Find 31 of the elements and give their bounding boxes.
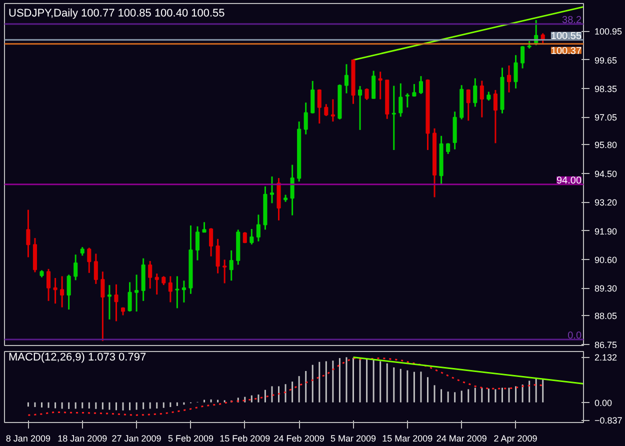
y-tick-label: 86.75 bbox=[594, 340, 618, 350]
y-tick-label: −0.837 bbox=[594, 416, 622, 426]
y-tick-label: 90.60 bbox=[594, 254, 618, 265]
x-tick-label: 15 Mar 2009 bbox=[382, 434, 433, 444]
y-tick-label: 98.35 bbox=[594, 84, 618, 94]
x-tick-label: 18 Jan 2009 bbox=[58, 434, 108, 444]
annotation: 38.2 bbox=[562, 15, 582, 26]
y-tick-label: 91.90 bbox=[594, 226, 618, 236]
x-tick-label: 27 Jan 2009 bbox=[112, 434, 162, 444]
y-tick-label: 0.00 bbox=[594, 398, 612, 408]
y-tick-label: 2.132 bbox=[594, 352, 618, 363]
y-tick-label: 95.80 bbox=[594, 140, 618, 150]
annotation: 0.0 bbox=[568, 330, 582, 342]
y-tick-label: 93.20 bbox=[594, 198, 618, 208]
x-tick-label: 2 Apr 2009 bbox=[494, 434, 538, 444]
y-tick-label: 89.30 bbox=[594, 284, 618, 294]
chart-title: USDJPY,Daily 100.77 100.85 100.40 100.55 bbox=[8, 8, 225, 20]
chart-title: MACD(12,26,9) 1.073 0.797 bbox=[8, 352, 146, 364]
x-tick-label: 15 Feb 2009 bbox=[220, 434, 270, 444]
y-tick-label: 94.50 bbox=[594, 168, 618, 179]
y-tick-label: 99.65 bbox=[594, 55, 618, 66]
x-tick-label: 8 Jan 2009 bbox=[6, 434, 50, 444]
y-tick-label: 88.05 bbox=[594, 311, 618, 322]
ref-line-label: 94.00 bbox=[556, 175, 582, 186]
x-tick-label: 5 Feb 2009 bbox=[168, 434, 214, 444]
x-tick-label: 24 Mar 2009 bbox=[436, 434, 487, 444]
y-tick-label: 100.95 bbox=[594, 26, 622, 37]
ref-line-label: 100.55 bbox=[550, 30, 582, 42]
y-tick-label: 97.05 bbox=[594, 112, 618, 123]
x-tick-label: 24 Feb 2009 bbox=[274, 434, 324, 444]
x-tick-label: 5 Mar 2009 bbox=[330, 434, 376, 444]
